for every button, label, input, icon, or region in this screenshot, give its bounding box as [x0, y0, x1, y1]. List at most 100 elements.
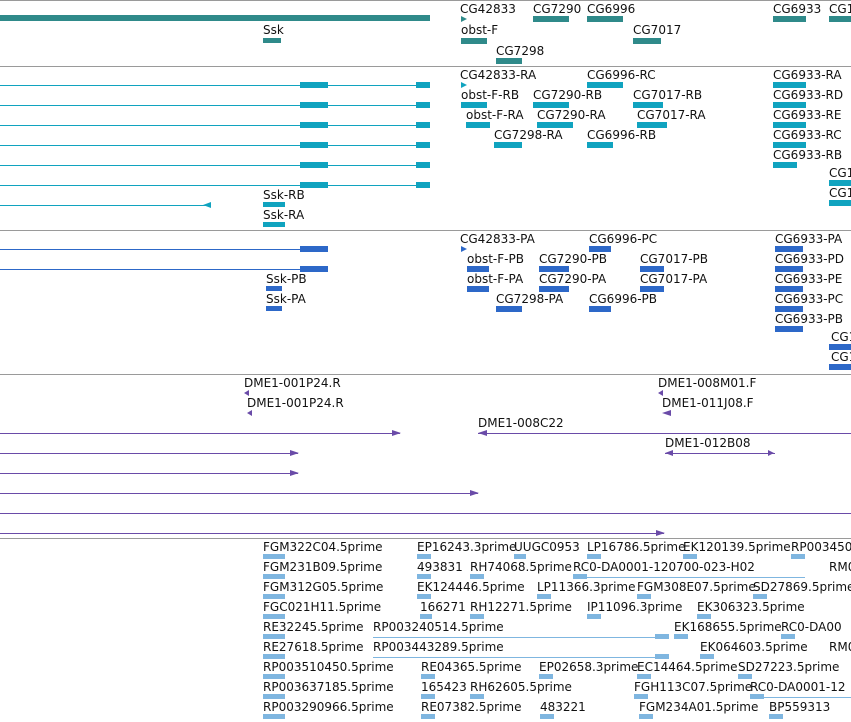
- protein-exon[interactable]: [467, 286, 489, 292]
- est-label[interactable]: RM0: [829, 640, 851, 654]
- gene-label[interactable]: CG7298: [496, 44, 545, 58]
- clone-arrow[interactable]: [290, 450, 299, 456]
- est-label[interactable]: RH74068.5prime: [470, 560, 572, 574]
- gene-feature-bar[interactable]: [587, 16, 623, 22]
- est-feature[interactable]: [655, 654, 669, 659]
- transcript-arrow[interactable]: [461, 82, 467, 88]
- protein-label[interactable]: CG1: [831, 350, 851, 364]
- est-label[interactable]: RM0: [829, 560, 851, 574]
- clone-label[interactable]: DME1-008C22: [478, 416, 564, 430]
- protein-label[interactable]: CG6933-PD: [775, 252, 845, 266]
- protein-label[interactable]: obst-F-PA: [467, 272, 524, 286]
- transcript-exon[interactable]: [300, 162, 328, 168]
- transcript-label[interactable]: CG6933-RB: [773, 148, 843, 162]
- transcript-exon[interactable]: [416, 162, 430, 168]
- transcript-exon[interactable]: [773, 142, 806, 148]
- est-label[interactable]: 166271: [420, 600, 466, 614]
- est-feature[interactable]: [420, 614, 432, 619]
- est-label[interactable]: IP11096.3prime: [587, 600, 683, 614]
- protein-exon[interactable]: [775, 246, 803, 252]
- est-feature[interactable]: [587, 554, 601, 559]
- transcript-exon[interactable]: [263, 202, 285, 207]
- est-label[interactable]: LP16786.5prime: [587, 540, 686, 554]
- est-label[interactable]: EK120139.5prime: [683, 540, 791, 554]
- transcript-exon[interactable]: [416, 142, 430, 148]
- clone-label[interactable]: DME1-012B08: [665, 436, 751, 450]
- transcript-label[interactable]: CG7290-RA: [537, 108, 606, 122]
- est-feature[interactable]: [263, 674, 285, 679]
- transcript-exon[interactable]: [300, 142, 328, 148]
- gene-label[interactable]: CG42833: [460, 2, 516, 16]
- clone-arrow[interactable]: [290, 470, 299, 476]
- transcript-exon[interactable]: [416, 102, 430, 108]
- protein-label[interactable]: CG6933-PA: [775, 232, 843, 246]
- protein-label[interactable]: obst-F-PB: [467, 252, 524, 266]
- transcript-label[interactable]: CG6933-RD: [773, 88, 844, 102]
- est-feature[interactable]: [781, 634, 795, 639]
- clone-arrow[interactable]: [662, 410, 671, 416]
- protein-exon[interactable]: [829, 344, 851, 350]
- est-label[interactable]: RP003240514.5prime: [373, 620, 504, 634]
- gene-label[interactable]: CG1: [829, 2, 851, 16]
- est-feature[interactable]: [639, 714, 653, 719]
- protein-label[interactable]: CG7298-PA: [496, 292, 564, 306]
- est-label[interactable]: 483221: [540, 700, 586, 714]
- clone-label[interactable]: DME1-001P24.R: [244, 376, 341, 390]
- gene-feature-arrow[interactable]: [461, 16, 467, 22]
- est-label[interactable]: RE04365.5prime: [421, 660, 522, 674]
- transcript-label[interactable]: CG6933-RA: [773, 68, 842, 82]
- est-feature[interactable]: [514, 554, 526, 559]
- transcript-exon[interactable]: [300, 182, 328, 188]
- gene-feature-bar[interactable]: [263, 38, 281, 43]
- est-feature[interactable]: [769, 714, 783, 719]
- est-feature[interactable]: [263, 614, 285, 619]
- protein-exon[interactable]: [266, 286, 282, 291]
- transcript-exon[interactable]: [637, 122, 667, 128]
- transcript-label[interactable]: CG6933-RE: [773, 108, 842, 122]
- protein-exon[interactable]: [589, 246, 611, 252]
- transcript-arrow[interactable]: [203, 202, 211, 208]
- transcript-exon[interactable]: [300, 122, 328, 128]
- protein-arrow[interactable]: [461, 246, 467, 252]
- transcript-exon[interactable]: [300, 102, 328, 108]
- gene-label[interactable]: obst-F: [461, 23, 499, 37]
- est-feature[interactable]: [674, 634, 688, 639]
- est-label[interactable]: SD27869.5prime: [753, 580, 851, 594]
- protein-exon[interactable]: [300, 266, 328, 272]
- transcript-exon[interactable]: [773, 162, 797, 168]
- est-label[interactable]: RP003510450.5prime: [263, 660, 394, 674]
- est-feature[interactable]: [263, 714, 285, 719]
- est-label[interactable]: FGC021H11.5prime: [263, 600, 382, 614]
- est-feature[interactable]: [537, 594, 551, 599]
- protein-exon[interactable]: [829, 364, 851, 370]
- est-label[interactable]: BP559313: [769, 700, 831, 714]
- protein-label[interactable]: CG6933-PB: [775, 312, 844, 326]
- protein-label[interactable]: CG7290-PB: [539, 252, 608, 266]
- protein-exon[interactable]: [775, 286, 803, 292]
- protein-label[interactable]: CG6933-PC: [775, 292, 844, 306]
- clone-label[interactable]: DME1-008M01.F: [658, 376, 757, 390]
- est-label[interactable]: RP003290966.5prime: [263, 700, 394, 714]
- est-feature[interactable]: [263, 594, 285, 599]
- protein-exon[interactable]: [640, 286, 664, 292]
- clone-label[interactable]: DME1-011J08.F: [662, 396, 754, 410]
- est-feature[interactable]: [637, 594, 651, 599]
- est-feature[interactable]: [421, 714, 435, 719]
- est-feature[interactable]: [421, 674, 435, 679]
- transcript-exon[interactable]: [416, 82, 430, 88]
- gene-feature-bar[interactable]: [829, 16, 851, 22]
- transcript-exon[interactable]: [466, 122, 490, 128]
- transcript-exon[interactable]: [773, 102, 806, 108]
- est-feature[interactable]: [539, 674, 553, 679]
- gene-label[interactable]: CG6933: [773, 2, 822, 16]
- est-label[interactable]: RH12271.5prime: [470, 600, 572, 614]
- protein-label[interactable]: Ssk-PB: [266, 272, 307, 286]
- transcript-exon[interactable]: [587, 142, 613, 148]
- transcript-exon[interactable]: [773, 122, 806, 128]
- transcript-label[interactable]: CG7017-RB: [633, 88, 703, 102]
- transcript-label[interactable]: Ssk-RB: [263, 188, 305, 202]
- est-label[interactable]: FGM322C04.5prime: [263, 540, 383, 554]
- transcript-label[interactable]: CG42833-RA: [460, 68, 537, 82]
- est-feature[interactable]: [791, 554, 805, 559]
- est-feature[interactable]: [750, 694, 764, 699]
